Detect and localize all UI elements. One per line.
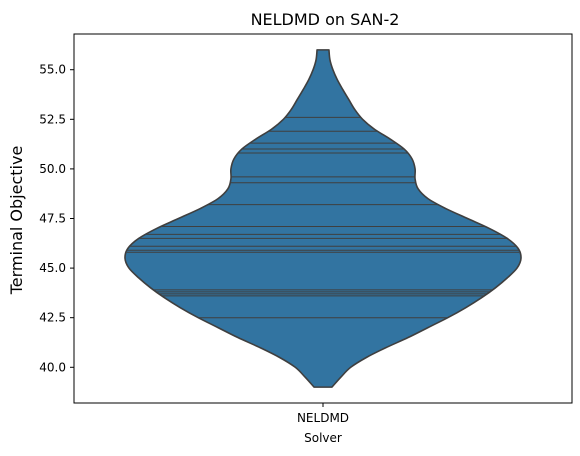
y-tick-label: 55.0 <box>39 63 66 77</box>
x-axis-label: Solver <box>304 431 342 445</box>
x-tick-label: NELDMD <box>297 411 349 425</box>
y-tick-label: 47.5 <box>39 212 66 226</box>
y-tick-label: 45.0 <box>39 261 66 275</box>
y-tick-label: 50.0 <box>39 162 66 176</box>
stick-lines <box>126 116 520 319</box>
violin-body <box>124 49 522 388</box>
y-axis: 40.0 42.5 45.0 47.5 50.0 52.5 55.0 <box>39 63 74 374</box>
y-axis-label: Terminal Objective <box>7 146 26 296</box>
x-axis: NELDMD <box>297 403 349 425</box>
chart-title: NELDMD on SAN-2 <box>251 10 400 29</box>
y-tick-label: 52.5 <box>39 112 66 126</box>
plot-area <box>124 49 522 388</box>
violin-series <box>124 49 522 388</box>
y-tick-label: 42.5 <box>39 311 66 325</box>
y-tick-label: 40.0 <box>39 360 66 374</box>
